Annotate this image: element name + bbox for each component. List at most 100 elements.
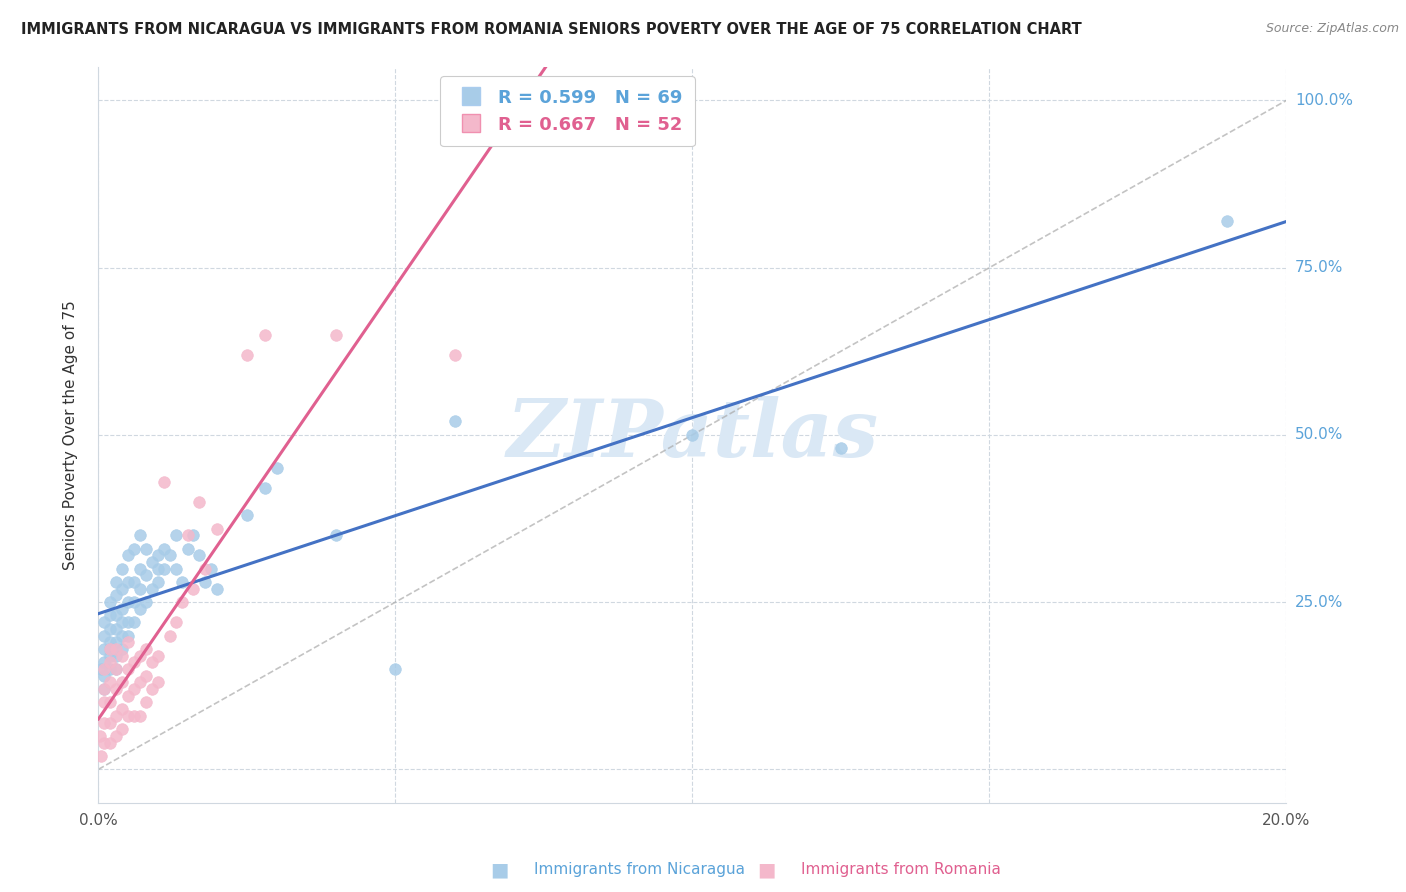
Point bbox=[141, 582, 163, 596]
Point bbox=[165, 615, 187, 630]
Point bbox=[93, 715, 115, 730]
Point bbox=[146, 675, 169, 690]
Point bbox=[205, 521, 228, 535]
Text: 75.0%: 75.0% bbox=[1295, 260, 1343, 275]
Point bbox=[176, 528, 198, 542]
Point bbox=[98, 642, 121, 657]
Point bbox=[90, 749, 112, 764]
Point bbox=[105, 729, 128, 743]
Point bbox=[98, 608, 121, 623]
Point bbox=[141, 681, 163, 696]
Point bbox=[93, 735, 115, 749]
Point bbox=[98, 675, 121, 690]
Point bbox=[176, 541, 198, 556]
Point bbox=[117, 708, 139, 723]
Point bbox=[117, 662, 139, 676]
Text: Immigrants from Romania: Immigrants from Romania bbox=[801, 863, 1001, 877]
Point bbox=[98, 622, 121, 636]
Point bbox=[165, 562, 187, 576]
Y-axis label: Seniors Poverty Over the Age of 75: Seniors Poverty Over the Age of 75 bbox=[63, 300, 77, 570]
Point bbox=[1216, 214, 1239, 228]
Point bbox=[146, 548, 169, 563]
Text: IMMIGRANTS FROM NICARAGUA VS IMMIGRANTS FROM ROMANIA SENIORS POVERTY OVER THE AG: IMMIGRANTS FROM NICARAGUA VS IMMIGRANTS … bbox=[21, 22, 1081, 37]
Point bbox=[93, 681, 115, 696]
Point bbox=[111, 628, 134, 642]
Point bbox=[117, 574, 139, 589]
Point bbox=[188, 494, 211, 508]
Point bbox=[135, 541, 157, 556]
Point bbox=[98, 655, 121, 669]
Point bbox=[325, 327, 347, 342]
Point bbox=[253, 327, 276, 342]
Point bbox=[117, 689, 139, 703]
Point bbox=[236, 348, 259, 362]
Point bbox=[253, 482, 276, 496]
Point bbox=[105, 635, 128, 649]
Point bbox=[98, 595, 121, 609]
Point bbox=[93, 655, 115, 669]
Point bbox=[98, 642, 121, 657]
Point bbox=[135, 595, 157, 609]
Text: ■: ■ bbox=[756, 860, 776, 880]
Point bbox=[200, 562, 222, 576]
Point bbox=[98, 648, 121, 663]
Point bbox=[266, 461, 288, 475]
Text: 50.0%: 50.0% bbox=[1295, 427, 1343, 442]
Point bbox=[93, 696, 115, 710]
Point bbox=[152, 562, 174, 576]
Text: 100.0%: 100.0% bbox=[1295, 93, 1353, 108]
Point bbox=[122, 541, 145, 556]
Point bbox=[93, 628, 115, 642]
Point bbox=[98, 735, 121, 749]
Point bbox=[159, 548, 181, 563]
Point bbox=[98, 662, 121, 676]
Point bbox=[111, 562, 134, 576]
Point bbox=[129, 602, 152, 616]
Point bbox=[146, 574, 169, 589]
Point bbox=[89, 729, 111, 743]
Point bbox=[117, 615, 139, 630]
Point bbox=[183, 582, 205, 596]
Point bbox=[117, 595, 139, 609]
Point bbox=[105, 662, 128, 676]
Point bbox=[111, 648, 134, 663]
Point bbox=[135, 568, 157, 582]
Point bbox=[93, 662, 115, 676]
Point bbox=[117, 548, 139, 563]
Point bbox=[681, 428, 703, 442]
Point bbox=[111, 615, 134, 630]
Point bbox=[122, 655, 145, 669]
Point bbox=[129, 708, 152, 723]
Point bbox=[111, 723, 134, 737]
Point bbox=[159, 628, 181, 642]
Point bbox=[443, 348, 465, 362]
Point bbox=[236, 508, 259, 523]
Point bbox=[170, 574, 193, 589]
Point bbox=[117, 635, 139, 649]
Point bbox=[830, 442, 852, 455]
Point bbox=[325, 528, 347, 542]
Point bbox=[170, 595, 193, 609]
Point bbox=[146, 562, 169, 576]
Point bbox=[105, 608, 128, 623]
Text: Source: ZipAtlas.com: Source: ZipAtlas.com bbox=[1265, 22, 1399, 36]
Point bbox=[122, 615, 145, 630]
Point bbox=[117, 628, 139, 642]
Point bbox=[93, 669, 115, 683]
Point bbox=[93, 615, 115, 630]
Point bbox=[146, 648, 169, 663]
Point bbox=[105, 622, 128, 636]
Point bbox=[105, 648, 128, 663]
Point bbox=[90, 662, 112, 676]
Point bbox=[105, 662, 128, 676]
Point bbox=[129, 648, 152, 663]
Point bbox=[93, 681, 115, 696]
Text: ■: ■ bbox=[489, 860, 509, 880]
Point bbox=[122, 595, 145, 609]
Text: Immigrants from Nicaragua: Immigrants from Nicaragua bbox=[534, 863, 745, 877]
Point bbox=[111, 602, 134, 616]
Point bbox=[135, 669, 157, 683]
Point bbox=[105, 574, 128, 589]
Point bbox=[141, 655, 163, 669]
Point bbox=[105, 589, 128, 603]
